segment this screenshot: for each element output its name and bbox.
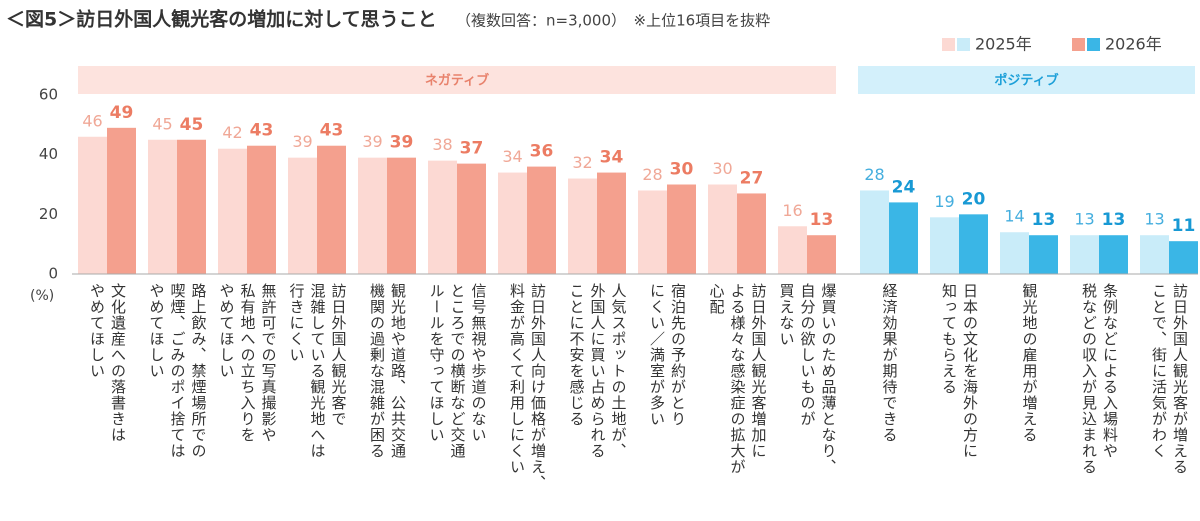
value-label: 19 <box>934 192 954 211</box>
bar <box>218 148 247 274</box>
value-label: 39 <box>292 132 312 151</box>
value-label: 34 <box>502 147 522 166</box>
value-label: 45 <box>152 114 172 133</box>
group-band <box>78 66 836 94</box>
group-band <box>858 66 1195 94</box>
bar <box>107 127 136 274</box>
legend-label: 2025年 <box>975 35 1032 54</box>
x-tick-label: 路上飲み、禁煙場所での 喫煙、ごみのポイ捨ては やめてほしい <box>147 283 208 459</box>
bar <box>527 166 556 274</box>
y-tick-label: 60 <box>39 86 58 104</box>
x-tick-label: 訪日外国人観光客が増える ことで、街に活気がわく <box>1150 283 1189 475</box>
value-label: 27 <box>740 168 764 188</box>
bar <box>959 214 988 274</box>
value-label: 34 <box>600 148 624 168</box>
value-label: 13 <box>1032 210 1056 230</box>
value-label: 11 <box>1172 216 1196 236</box>
y-tick-label: 20 <box>39 205 58 223</box>
value-label: 39 <box>362 132 382 151</box>
bar <box>1070 235 1099 274</box>
bar <box>1000 232 1029 274</box>
legend-swatch <box>957 38 970 51</box>
x-tick-label: 訪日外国人観光客増加に よる様々な感染症の拡大が 心配 <box>707 283 768 475</box>
value-label: 36 <box>530 142 554 162</box>
value-label: 43 <box>250 121 274 141</box>
x-tick-label: 条例などによる入場料や 税などの収入が見込まれる <box>1080 283 1119 475</box>
bar <box>428 160 457 274</box>
value-label: 46 <box>82 111 102 130</box>
value-label: 32 <box>572 153 592 172</box>
y-unit: (%) <box>30 288 54 304</box>
bar <box>317 145 346 274</box>
bar <box>708 184 737 274</box>
value-label: 28 <box>642 165 662 184</box>
x-tick-label: 爆買いのため品薄となり、 自分の欲しいものが 買えない <box>777 283 838 475</box>
bar <box>498 172 527 274</box>
bar <box>889 202 918 274</box>
bar <box>457 163 486 274</box>
x-tick-label: 人気スポットの土地が、 外国人に買い占められる ことに不安を感じる <box>567 283 628 459</box>
legend-swatch <box>942 38 955 51</box>
bar <box>177 139 206 274</box>
value-label: 20 <box>962 189 986 209</box>
y-tick-label: 0 <box>48 265 58 283</box>
legend-swatch <box>1072 38 1085 51</box>
bar <box>737 193 766 274</box>
bar <box>148 139 177 274</box>
bar <box>807 235 836 274</box>
value-label: 39 <box>390 133 414 153</box>
value-label: 13 <box>1074 210 1094 229</box>
legend-swatch <box>1087 38 1100 51</box>
value-label: 38 <box>432 135 452 154</box>
bar <box>358 157 387 274</box>
bar <box>667 184 696 274</box>
value-label: 13 <box>1144 210 1164 229</box>
x-tick-label: 日本の文化を海外の方に 知ってもらえる <box>940 283 979 459</box>
x-tick-label: 経済効果が期待できる <box>880 283 899 443</box>
value-label: 13 <box>810 210 834 230</box>
value-label: 14 <box>1004 207 1024 226</box>
value-label: 30 <box>712 159 732 178</box>
group-label: ポジティブ <box>994 73 1058 89</box>
x-tick-label: 宿泊先の予約がとり にくい／満室が多い <box>648 283 687 427</box>
bar <box>638 190 667 274</box>
x-tick-label: 信号無視や歩道のない ところでの横断など交通 ルールを守ってほしい <box>427 283 488 459</box>
value-label: 45 <box>180 115 204 135</box>
bar <box>1029 235 1058 274</box>
bar <box>1169 241 1198 274</box>
x-tick-label: 訪日外国人観光客で 混雑している観光地へは 行きにくい <box>287 283 348 459</box>
bar <box>930 217 959 274</box>
value-label: 28 <box>864 165 884 184</box>
value-label: 24 <box>892 177 916 197</box>
bar <box>1140 235 1169 274</box>
x-tick-label: 無許可での写真撮影や 私有地への立ち入りを やめてほしい <box>217 283 278 443</box>
x-tick-label: 文化遺産への落書きは やめてほしい <box>88 283 127 443</box>
group-label: ネガティブ <box>425 73 489 89</box>
chart-subtitle: （複数回答：n=3,000） ※上位16項目を抜粋 <box>456 12 770 30</box>
value-label: 13 <box>1102 210 1126 230</box>
value-label: 16 <box>782 201 802 220</box>
value-label: 37 <box>460 139 484 159</box>
y-tick-label: 40 <box>39 145 58 163</box>
bar <box>247 145 276 274</box>
bar <box>860 190 889 274</box>
x-tick-label: 観光地や道路、公共交通 機関の過剰な混雑が困る <box>368 283 407 459</box>
bar <box>288 157 317 274</box>
value-label: 42 <box>222 123 242 142</box>
chart-title: ＜図5＞訪日外国人観光客の増加に対して思うこと <box>6 8 437 31</box>
bar <box>1099 235 1128 274</box>
bar <box>778 226 807 274</box>
value-label: 43 <box>320 121 344 141</box>
bar <box>568 178 597 274</box>
bar <box>387 157 416 274</box>
legend-label: 2026年 <box>1105 35 1162 54</box>
x-tick-label: 訪日外国人向け価格が増え、 料金が高くて利用しにくい <box>508 283 547 491</box>
value-label: 30 <box>670 160 694 180</box>
bar <box>597 172 626 274</box>
x-tick-label: 観光地の雇用が増える <box>1020 283 1039 443</box>
bar <box>78 136 107 274</box>
value-label: 49 <box>110 103 134 123</box>
